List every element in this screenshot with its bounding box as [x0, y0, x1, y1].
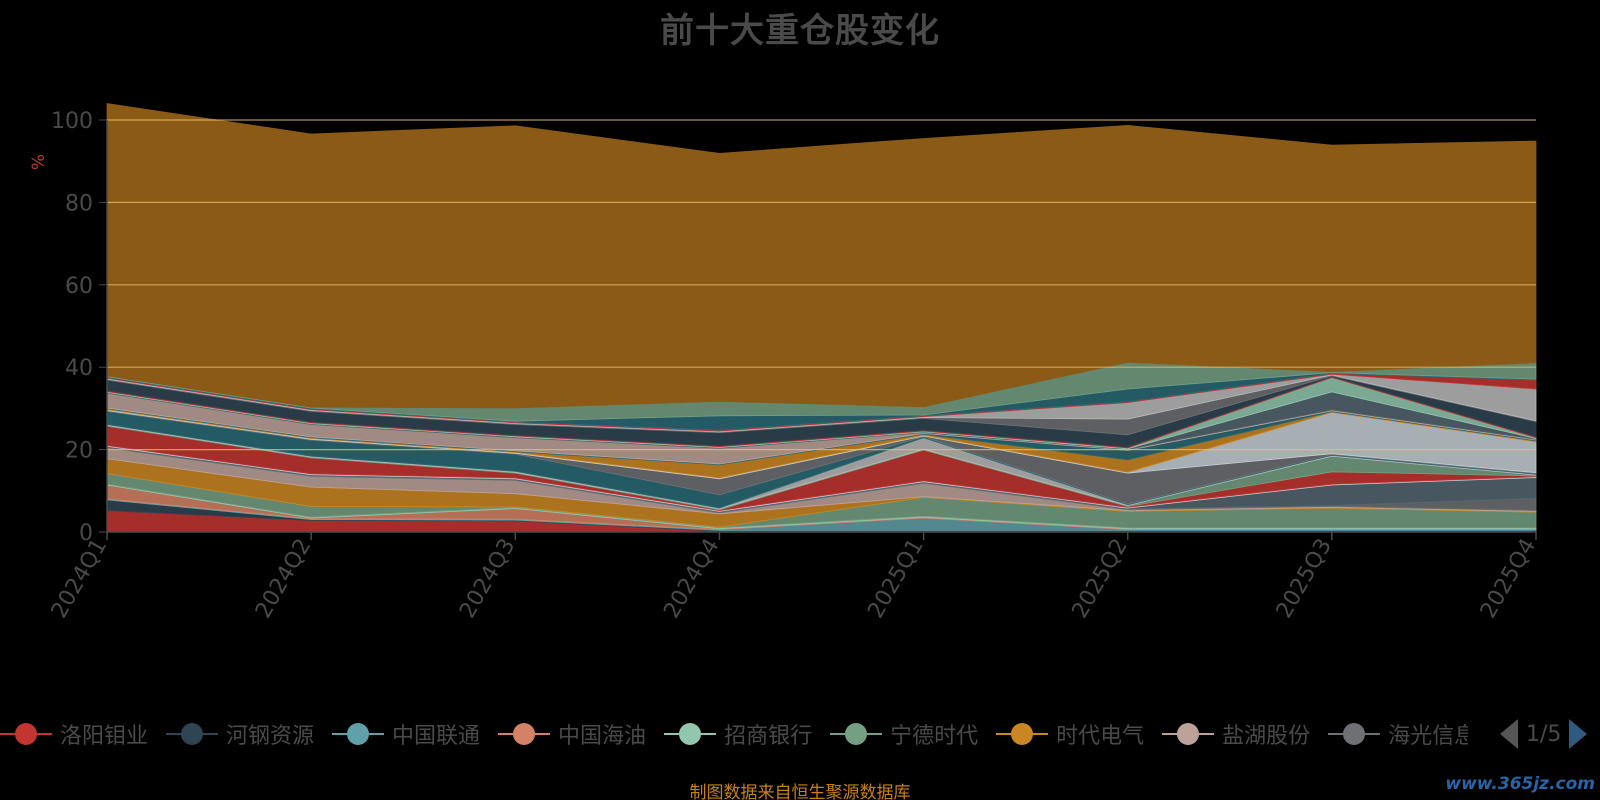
- x-tick-label-2025Q3: 2025Q3: [1272, 535, 1337, 623]
- legend-marker-dot: [679, 723, 702, 745]
- legend-marker-dot: [845, 723, 868, 745]
- legend-marker-icon: [498, 722, 551, 746]
- x-tick-label-2024Q4: 2024Q4: [659, 535, 724, 623]
- source-note: 制图数据来自恒生聚源数据库: [689, 783, 911, 800]
- legend-item-2[interactable]: 河钢资源: [166, 712, 314, 756]
- legend-marker-icon: [830, 722, 883, 746]
- legend-label: 中国联通: [392, 724, 481, 749]
- chart-title: 前十大重仓股变化: [660, 11, 940, 51]
- legend-item-6[interactable]: 宁德时代: [830, 712, 978, 756]
- legend-item-5[interactable]: 招商银行: [664, 712, 812, 756]
- legend-marker-icon: [0, 722, 52, 746]
- legend-items: 洛阳钼业 河钢资源 中国联通 中国海油 招商银行 宁德时代 时代电气 盐湖股份 海光信息: [0, 712, 1468, 756]
- y-tick-label-20: 20: [65, 439, 93, 464]
- legend-label: 中国海油: [558, 724, 647, 749]
- watermark: www.365jz.com: [1445, 774, 1595, 794]
- legend-marker-dot: [1011, 723, 1034, 745]
- legend-next-page-icon[interactable]: [1569, 719, 1588, 749]
- legend-marker-dot: [347, 723, 370, 745]
- y-tick-label-80: 80: [65, 191, 93, 216]
- legend-label: 时代电气: [1056, 724, 1145, 749]
- area-series-30: [106, 103, 1537, 409]
- legend-marker-icon: [166, 722, 219, 746]
- legend-marker-icon: [664, 722, 717, 746]
- legend-label: 河钢资源: [226, 724, 315, 749]
- legend-prev-page-icon[interactable]: [1500, 719, 1518, 749]
- legend-marker-dot: [1343, 723, 1366, 745]
- y-tick-label-60: 60: [65, 274, 93, 299]
- legend-label: 宁德时代: [890, 724, 979, 749]
- x-tick-label-2025Q2: 2025Q2: [1068, 535, 1133, 623]
- y-axis-unit-label: %: [29, 154, 49, 170]
- legend-item-4[interactable]: 中国海油: [498, 712, 646, 756]
- legend-page-indicator: 1/5: [1526, 721, 1562, 747]
- legend-marker-dot: [1177, 723, 1200, 745]
- legend-marker-icon: [1162, 722, 1215, 746]
- y-tick-label-40: 40: [65, 356, 93, 381]
- x-tick-label-2024Q1: 2024Q1: [47, 535, 112, 623]
- y-tick-label-100: 100: [51, 109, 93, 134]
- legend-label: 招商银行: [724, 724, 813, 749]
- legend-item-8[interactable]: 盐湖股份: [1162, 712, 1310, 756]
- legend-item-3[interactable]: 中国联通: [332, 712, 480, 756]
- legend-label: 盐湖股份: [1222, 724, 1311, 749]
- legend-item-1[interactable]: 洛阳钼业: [0, 712, 148, 756]
- legend-marker-icon: [332, 722, 385, 746]
- legend-marker-dot: [181, 723, 204, 745]
- legend-item-9[interactable]: 海光信息: [1328, 712, 1468, 756]
- x-tick-label-2024Q2: 2024Q2: [251, 535, 316, 623]
- legend-label: 海光信息: [1388, 724, 1468, 749]
- legend-marker-dot: [15, 723, 37, 745]
- legend-label: 洛阳钼业: [60, 724, 149, 749]
- legend: 洛阳钼业 河钢资源 中国联通 中国海油 招商银行 宁德时代 时代电气 盐湖股份 海光信息 1/5: [0, 712, 1600, 756]
- legend-marker-dot: [513, 723, 536, 745]
- x-tick-label-2025Q1: 2025Q1: [863, 535, 928, 623]
- legend-marker-icon: [996, 722, 1049, 746]
- x-tick-label-2024Q3: 2024Q3: [455, 535, 520, 623]
- legend-item-7[interactable]: 时代电气: [996, 712, 1144, 756]
- x-tick-label-2025Q4: 2025Q4: [1476, 535, 1541, 623]
- legend-pager: 1/5: [1500, 718, 1588, 750]
- stacked-area-chart: 0 20 40 60 80 100 2024Q1 2024Q2 2024Q3 2024Q4 2025…: [29, 103, 1541, 623]
- y-tick-label-0: 0: [79, 521, 93, 546]
- legend-marker-icon: [1328, 722, 1381, 746]
